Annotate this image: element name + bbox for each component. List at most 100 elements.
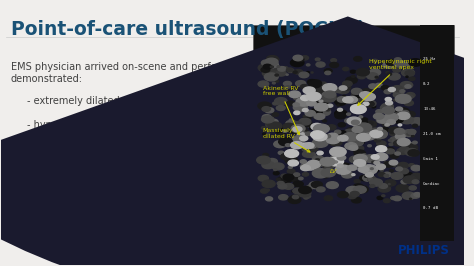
Circle shape	[274, 101, 280, 105]
Circle shape	[353, 184, 364, 190]
Text: Akinetic RV
free wall: Akinetic RV free wall	[263, 86, 300, 135]
Circle shape	[285, 149, 299, 157]
Circle shape	[290, 119, 292, 120]
Circle shape	[325, 71, 331, 74]
Circle shape	[400, 147, 409, 152]
Circle shape	[352, 120, 359, 125]
Circle shape	[309, 81, 321, 88]
Circle shape	[365, 100, 376, 107]
Circle shape	[287, 169, 295, 173]
Circle shape	[390, 128, 399, 133]
Circle shape	[268, 116, 270, 117]
Circle shape	[380, 169, 383, 171]
Circle shape	[384, 162, 387, 163]
Circle shape	[323, 120, 327, 122]
Circle shape	[337, 192, 348, 198]
Circle shape	[368, 178, 373, 181]
Circle shape	[326, 136, 340, 144]
Circle shape	[350, 192, 359, 197]
Circle shape	[354, 160, 365, 166]
Circle shape	[382, 107, 394, 114]
Circle shape	[371, 105, 376, 108]
Circle shape	[303, 116, 306, 117]
Circle shape	[361, 168, 366, 171]
Circle shape	[307, 90, 319, 97]
Circle shape	[394, 132, 399, 135]
Circle shape	[262, 69, 276, 77]
Circle shape	[279, 195, 288, 200]
Circle shape	[372, 161, 375, 163]
Circle shape	[307, 101, 316, 106]
Circle shape	[392, 86, 403, 92]
Circle shape	[305, 97, 314, 102]
Circle shape	[384, 113, 398, 121]
Circle shape	[361, 165, 377, 174]
Circle shape	[337, 97, 347, 102]
Circle shape	[293, 55, 303, 61]
Circle shape	[292, 125, 304, 132]
Circle shape	[275, 74, 278, 76]
Circle shape	[401, 69, 414, 76]
Circle shape	[368, 145, 371, 147]
Circle shape	[351, 139, 364, 146]
Circle shape	[296, 81, 306, 86]
Circle shape	[366, 73, 378, 79]
Circle shape	[376, 164, 385, 169]
Circle shape	[312, 156, 324, 163]
Circle shape	[356, 162, 365, 167]
Circle shape	[362, 93, 375, 101]
Circle shape	[381, 127, 389, 132]
Circle shape	[391, 86, 403, 93]
Circle shape	[283, 66, 288, 69]
Circle shape	[273, 172, 279, 175]
Circle shape	[393, 64, 399, 67]
Circle shape	[381, 86, 389, 90]
Circle shape	[390, 170, 393, 172]
Circle shape	[281, 176, 293, 182]
Circle shape	[338, 135, 348, 141]
Circle shape	[315, 108, 324, 113]
Circle shape	[401, 110, 409, 115]
Circle shape	[375, 153, 388, 160]
Circle shape	[320, 82, 327, 86]
Circle shape	[394, 58, 401, 62]
Circle shape	[311, 72, 313, 73]
Circle shape	[411, 193, 420, 198]
Circle shape	[408, 150, 419, 156]
Circle shape	[406, 100, 409, 102]
Circle shape	[342, 139, 345, 141]
Text: EMS physician arrived on-scene and performed a cardiac POCUS exam that
demonstra: EMS physician arrived on-scene and perfo…	[10, 62, 380, 84]
Circle shape	[288, 166, 292, 168]
Circle shape	[266, 122, 275, 128]
Circle shape	[278, 66, 286, 71]
Circle shape	[306, 92, 321, 101]
Circle shape	[299, 72, 309, 78]
Circle shape	[323, 175, 328, 178]
Circle shape	[395, 152, 401, 155]
Circle shape	[293, 127, 302, 132]
Circle shape	[306, 152, 316, 157]
Circle shape	[274, 141, 286, 148]
Circle shape	[355, 161, 366, 168]
Circle shape	[257, 156, 270, 164]
Circle shape	[322, 92, 335, 99]
Circle shape	[414, 193, 420, 196]
Circle shape	[278, 177, 287, 182]
Circle shape	[412, 141, 417, 144]
Circle shape	[301, 56, 309, 60]
Circle shape	[304, 143, 314, 148]
Circle shape	[264, 184, 266, 185]
Circle shape	[290, 195, 299, 200]
Circle shape	[298, 189, 311, 197]
Circle shape	[356, 68, 369, 76]
Circle shape	[337, 155, 346, 160]
Circle shape	[361, 118, 367, 121]
Circle shape	[264, 108, 274, 113]
Circle shape	[393, 92, 403, 98]
Circle shape	[298, 132, 305, 137]
Circle shape	[352, 93, 355, 95]
Circle shape	[263, 153, 269, 157]
Circle shape	[286, 68, 293, 72]
Circle shape	[319, 84, 323, 86]
Circle shape	[292, 195, 299, 199]
